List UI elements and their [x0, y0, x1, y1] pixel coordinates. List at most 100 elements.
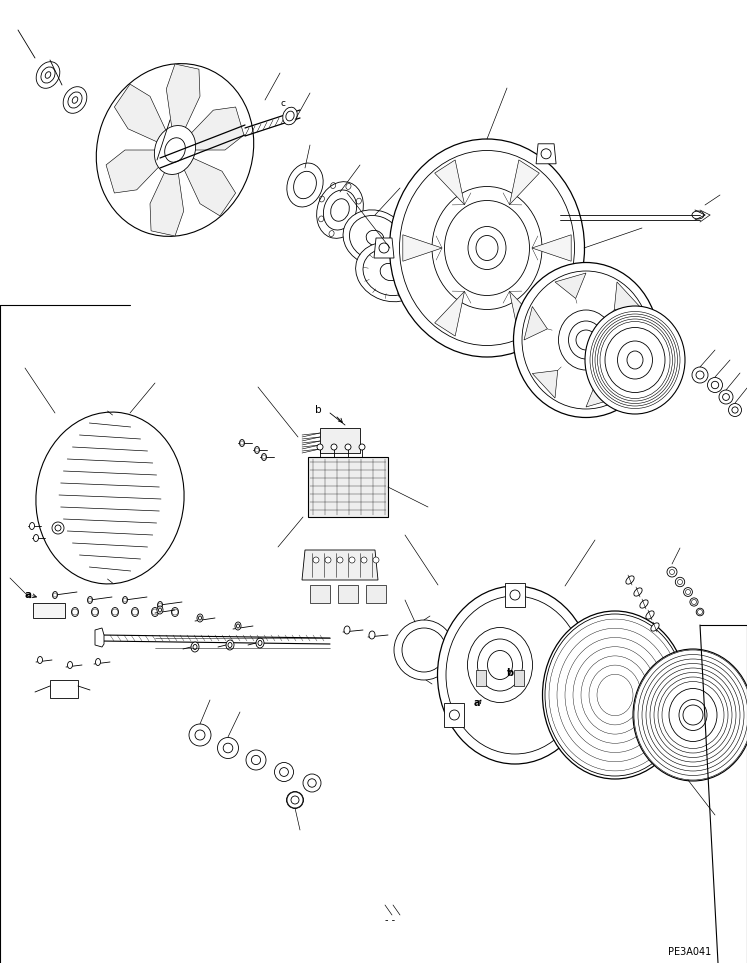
Ellipse shape	[513, 263, 659, 418]
Text: b: b	[314, 405, 321, 415]
Ellipse shape	[67, 662, 72, 668]
Circle shape	[696, 609, 704, 615]
Ellipse shape	[634, 587, 642, 596]
Ellipse shape	[96, 659, 101, 665]
Ellipse shape	[172, 608, 179, 616]
Ellipse shape	[317, 182, 363, 238]
Circle shape	[359, 444, 365, 450]
Circle shape	[450, 710, 459, 720]
Polygon shape	[150, 150, 184, 236]
Ellipse shape	[626, 576, 634, 585]
Circle shape	[510, 590, 520, 600]
Polygon shape	[624, 340, 648, 374]
Text: a: a	[474, 698, 480, 708]
Ellipse shape	[438, 586, 592, 764]
Circle shape	[683, 705, 703, 725]
Text: PE3A041: PE3A041	[668, 947, 711, 957]
Polygon shape	[444, 703, 465, 727]
Ellipse shape	[240, 439, 244, 447]
Ellipse shape	[369, 631, 375, 639]
Circle shape	[337, 557, 343, 563]
Polygon shape	[614, 282, 639, 309]
Circle shape	[325, 557, 331, 563]
Polygon shape	[374, 238, 394, 258]
Ellipse shape	[646, 611, 654, 619]
Ellipse shape	[343, 210, 407, 266]
Ellipse shape	[123, 596, 128, 604]
Polygon shape	[505, 583, 525, 607]
Ellipse shape	[37, 657, 43, 664]
Ellipse shape	[356, 243, 424, 301]
Circle shape	[317, 444, 323, 450]
Ellipse shape	[87, 596, 93, 604]
Polygon shape	[533, 371, 558, 398]
Polygon shape	[308, 457, 388, 517]
Ellipse shape	[34, 534, 39, 541]
Polygon shape	[114, 84, 175, 150]
Circle shape	[274, 763, 294, 782]
Ellipse shape	[256, 638, 264, 648]
Circle shape	[675, 577, 685, 586]
Circle shape	[246, 750, 266, 770]
Circle shape	[373, 557, 379, 563]
Circle shape	[571, 710, 580, 720]
Polygon shape	[95, 628, 104, 647]
Ellipse shape	[158, 602, 163, 609]
Ellipse shape	[155, 125, 196, 174]
Text: c: c	[281, 98, 285, 108]
Ellipse shape	[197, 614, 203, 622]
Polygon shape	[524, 306, 548, 340]
Polygon shape	[175, 107, 244, 150]
Ellipse shape	[633, 649, 747, 781]
Circle shape	[349, 557, 355, 563]
Ellipse shape	[131, 608, 138, 616]
Ellipse shape	[447, 655, 489, 690]
Ellipse shape	[52, 591, 58, 598]
Circle shape	[667, 567, 677, 577]
Polygon shape	[106, 150, 175, 193]
Circle shape	[394, 620, 454, 680]
Ellipse shape	[640, 600, 648, 608]
Circle shape	[692, 367, 708, 383]
Polygon shape	[536, 332, 556, 352]
Ellipse shape	[36, 412, 184, 584]
Polygon shape	[320, 428, 360, 453]
Circle shape	[345, 444, 351, 450]
Polygon shape	[310, 585, 330, 603]
Circle shape	[189, 724, 211, 746]
Text: b: b	[506, 668, 514, 678]
Circle shape	[728, 403, 742, 417]
Polygon shape	[532, 235, 571, 261]
Circle shape	[52, 522, 64, 534]
Polygon shape	[514, 669, 524, 686]
Circle shape	[287, 792, 303, 808]
Polygon shape	[586, 381, 617, 407]
Polygon shape	[476, 669, 486, 686]
Circle shape	[684, 587, 692, 596]
Circle shape	[576, 330, 596, 350]
Polygon shape	[435, 291, 465, 336]
Polygon shape	[555, 273, 586, 299]
Ellipse shape	[191, 642, 199, 652]
Ellipse shape	[111, 608, 119, 616]
Ellipse shape	[29, 523, 34, 530]
Circle shape	[361, 557, 367, 563]
Ellipse shape	[226, 640, 234, 650]
Ellipse shape	[287, 163, 323, 207]
Ellipse shape	[72, 608, 78, 616]
Ellipse shape	[96, 64, 254, 236]
Circle shape	[303, 774, 321, 792]
Polygon shape	[403, 235, 442, 261]
Circle shape	[331, 444, 337, 450]
Text: a: a	[25, 590, 31, 600]
Ellipse shape	[542, 611, 687, 779]
Ellipse shape	[152, 608, 158, 616]
Circle shape	[690, 598, 698, 606]
Ellipse shape	[585, 306, 685, 414]
Circle shape	[287, 792, 303, 809]
Polygon shape	[565, 703, 586, 727]
Polygon shape	[536, 143, 556, 164]
Polygon shape	[509, 160, 539, 205]
Ellipse shape	[282, 107, 297, 125]
Ellipse shape	[344, 626, 350, 634]
